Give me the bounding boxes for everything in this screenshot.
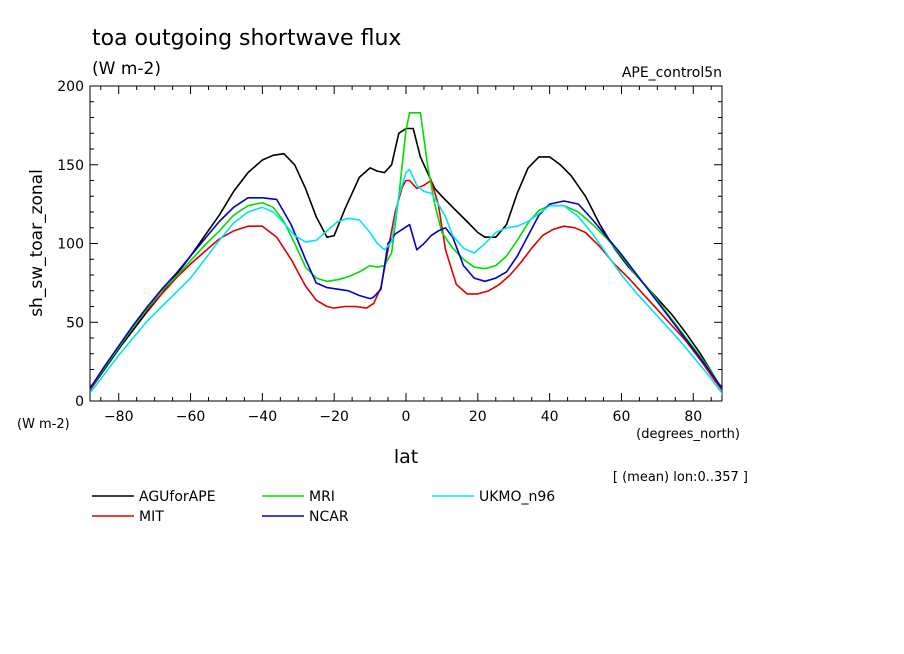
legend-label: NCAR: [309, 509, 349, 525]
x-tick-label: −60: [176, 409, 206, 425]
y-axis-label: sh_sw_toar_zonal: [27, 169, 47, 317]
experiment-label: APE_control5n: [622, 65, 722, 81]
series-lines: [90, 112, 722, 396]
series-line-mri: [90, 112, 722, 389]
series-line-ncar: [90, 197, 722, 389]
x-tick-label: 0: [402, 409, 411, 425]
legend-item-mri: MRI: [262, 489, 335, 505]
x-tick-label: 40: [541, 409, 559, 425]
x-tick-label: 80: [684, 409, 702, 425]
axis-tick-labels: −80 −60 −40 −20 0 20 40 60 80 0 50 100 150 200: [57, 79, 702, 425]
y-tick-label: 100: [57, 237, 84, 253]
series-line-mit: [90, 179, 722, 391]
legend-item-mit: MIT: [92, 509, 164, 525]
legend-item-aguforape: AGUforAPE: [92, 489, 216, 505]
y-tick-label: 50: [66, 315, 84, 331]
x-tick-label: 20: [469, 409, 487, 425]
legend: AGUforAPE MIT MRI NCAR UKMO_n96: [92, 489, 555, 525]
legend-label: MRI: [309, 489, 335, 505]
y-tick-label: 150: [57, 158, 84, 174]
legend-label: MIT: [139, 509, 164, 525]
legend-label: AGUforAPE: [139, 489, 216, 505]
axis-ticks: [90, 85, 722, 402]
y-units-corner: (W m-2): [17, 417, 70, 432]
chart-title: toa outgoing shortwave flux: [92, 26, 401, 51]
legend-item-ncar: NCAR: [262, 509, 349, 525]
series-line-aguforape: [90, 127, 722, 391]
chart-units: (W m-2): [92, 59, 161, 79]
x-units-label: (degrees_north): [636, 427, 740, 442]
plot-area: −80 −60 −40 −20 0 20 40 60 80 0 50 100 150 200: [57, 79, 723, 425]
legend-item-ukmo-n96: UKMO_n96: [432, 489, 555, 505]
x-tick-label: −20: [319, 409, 349, 425]
x-tick-label: −40: [248, 409, 278, 425]
x-axis-label: lat: [394, 446, 418, 468]
legend-label: UKMO_n96: [479, 489, 555, 505]
x-tick-label: −80: [104, 409, 134, 425]
averaging-note: [ (mean) lon:0..357 ]: [613, 470, 748, 485]
y-tick-label: 0: [75, 394, 84, 410]
series-line-ukmo-n96: [90, 168, 722, 396]
y-tick-label: 200: [57, 79, 84, 95]
x-tick-label: 60: [613, 409, 631, 425]
